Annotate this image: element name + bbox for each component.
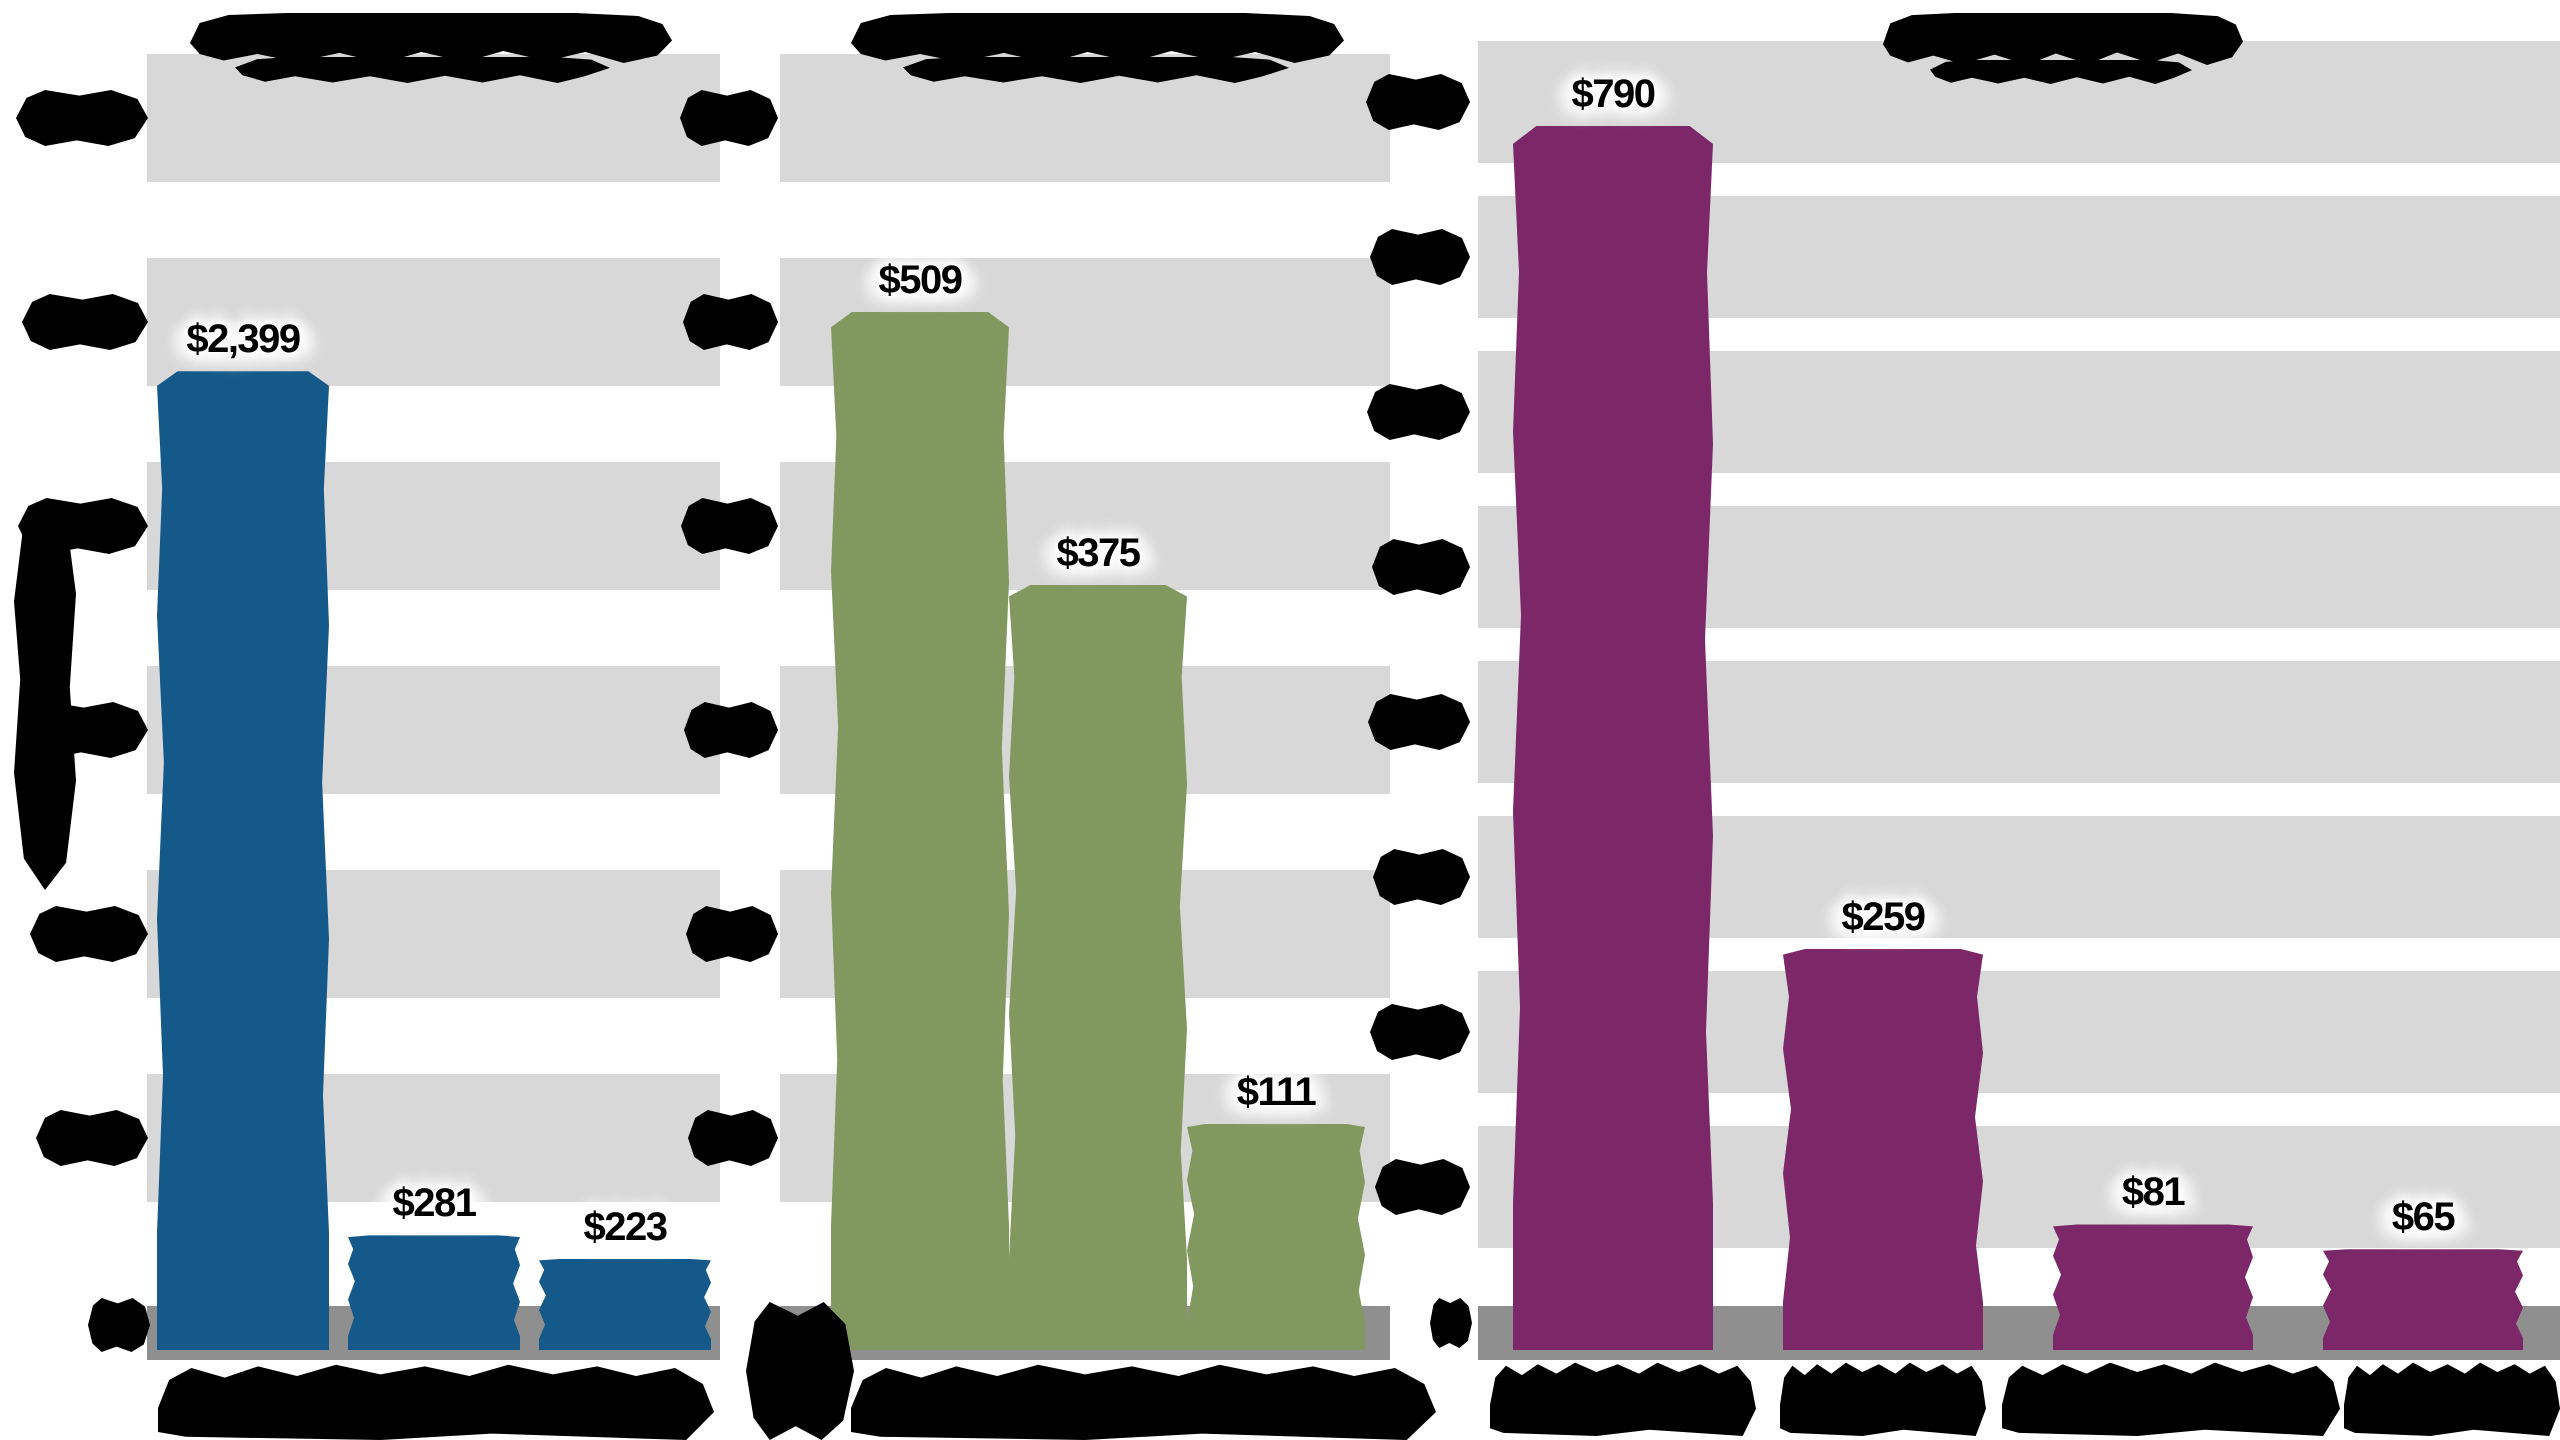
y-axis-tick-label-blob <box>18 498 148 554</box>
bar-value-label: $65 <box>2391 1195 2456 1240</box>
y-axis-tick-label-blob <box>1370 1004 1470 1060</box>
y-axis-zero-tick-blob <box>88 1298 150 1352</box>
x-axis-labels-blob <box>158 1364 714 1440</box>
bar-value-label: $281 <box>392 1181 477 1226</box>
bar <box>1187 1123 1365 1350</box>
y-axis-tick-label-blob <box>1373 849 1470 905</box>
bar <box>348 1235 520 1350</box>
bar <box>2053 1224 2253 1350</box>
y-axis-tick-label-blob <box>684 702 778 758</box>
y-axis-tick-label-blob <box>1367 384 1470 440</box>
y-axis-title-blob <box>14 500 76 890</box>
y-axis-tick-label-blob <box>681 498 778 554</box>
y-axis-tick-label-blob <box>24 702 148 758</box>
y-axis-tick-label-blob <box>1370 229 1470 285</box>
y-axis-tick-label-blob <box>680 90 778 146</box>
y-axis-tick-label-blob <box>1366 74 1470 130</box>
bar <box>1783 948 1983 1350</box>
y-axis-tick-label-blob <box>1372 539 1470 595</box>
bar-value-label: $2,399 <box>186 317 301 362</box>
x-axis-labels-blob <box>851 1364 1436 1440</box>
x-axis-category-blob <box>2344 1362 2560 1436</box>
gridline-band <box>147 258 720 386</box>
y-axis-tick-label-blob <box>16 90 148 146</box>
bar <box>157 371 329 1350</box>
y-axis-tick-label-blob <box>22 294 148 350</box>
bar-value-label: $375 <box>1056 531 1141 575</box>
y-axis-tick-label-blob <box>1375 1159 1470 1215</box>
y-axis-tick-label-blob <box>683 294 778 350</box>
bar <box>1009 585 1187 1350</box>
bar-value-label: $509 <box>878 257 963 302</box>
bar-value-label: $111 <box>1236 1069 1317 1114</box>
bar <box>831 311 1009 1350</box>
y-axis-tick-label-blob <box>688 1110 778 1166</box>
bar-value-label: $81 <box>2121 1170 2186 1215</box>
bar-value-label: $790 <box>1571 71 1656 116</box>
y-axis-zero-tick-blob <box>1430 1298 1472 1348</box>
bar-value-label: $259 <box>1841 894 1926 939</box>
y-axis-tick-label-blob <box>36 1110 148 1166</box>
bar <box>539 1259 711 1350</box>
y-axis-tick-label-blob <box>1368 694 1470 750</box>
bar-value-label: $223 <box>583 1205 668 1250</box>
bar <box>1513 125 1713 1350</box>
y-axis-zero-tick-blob <box>746 1302 854 1440</box>
y-axis-tick-label-blob <box>30 906 148 962</box>
x-axis-category-blob <box>2002 1362 2340 1436</box>
y-axis-tick-label-blob <box>686 906 778 962</box>
bar <box>2323 1249 2523 1350</box>
x-axis-category-blob <box>1490 1362 1756 1436</box>
x-axis-category-blob <box>1780 1362 1986 1436</box>
